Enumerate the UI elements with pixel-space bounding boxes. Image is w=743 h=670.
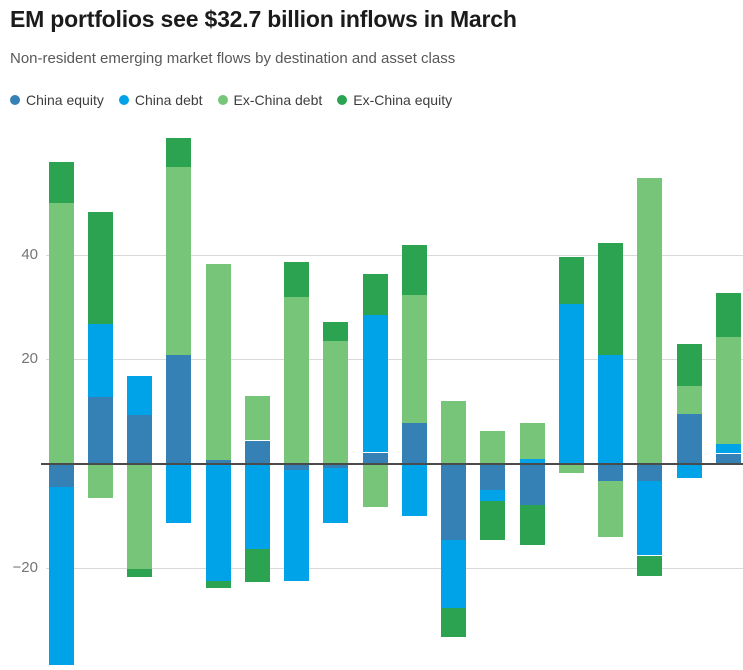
legend-item-exchina-debt: Ex-China debt xyxy=(217,92,323,108)
bar-segment-china-equity xyxy=(127,415,152,464)
bar-segment-exchina-equity xyxy=(245,548,270,582)
bar-segment-exchina-debt xyxy=(441,401,466,464)
bar-segment-exchina-debt xyxy=(88,463,113,498)
bar-segment-exchina-debt xyxy=(520,422,545,459)
bar-segment-exchina-equity xyxy=(677,344,702,386)
chart-title: EM portfolios see $32.7 billion inflows … xyxy=(10,6,517,32)
bar-segment-china-equity xyxy=(637,463,662,482)
bar-segment-china-debt xyxy=(127,376,152,416)
legend-label: Ex-China equity xyxy=(353,92,453,108)
bar-segment-china-debt xyxy=(363,314,388,453)
bar-segment-china-equity xyxy=(716,453,741,464)
legend-label: China equity xyxy=(26,92,104,108)
bar-segment-china-debt xyxy=(716,443,741,454)
bar-segment-china-debt xyxy=(88,324,113,398)
bar-segment-exchina-debt xyxy=(598,481,623,538)
bar-segment-exchina-debt xyxy=(323,340,348,464)
bar-segment-china-equity xyxy=(598,463,623,482)
legend-item-china-debt: China debt xyxy=(118,92,203,108)
bar-segment-china-debt xyxy=(402,463,427,517)
bar-segment-exchina-debt xyxy=(402,295,427,424)
bar-segment-china-debt xyxy=(245,463,270,549)
bar-segment-exchina-debt xyxy=(206,264,231,460)
bar-segment-china-equity xyxy=(520,463,545,506)
bar-segment-china-debt xyxy=(49,487,74,666)
bar-segment-exchina-equity xyxy=(559,256,584,304)
bar-segment-exchina-equity xyxy=(49,161,74,204)
bar-segment-china-equity xyxy=(441,463,466,541)
bar-segment-exchina-equity xyxy=(284,262,309,298)
bar-segment-china-debt xyxy=(677,463,702,478)
bar-segment-china-equity xyxy=(88,397,113,464)
bar-segment-exchina-debt xyxy=(49,203,74,464)
bar-segment-china-equity xyxy=(402,423,427,464)
bar-segment-exchina-debt xyxy=(677,385,702,415)
bar-segment-china-equity xyxy=(677,414,702,464)
legend-label: Ex-China debt xyxy=(233,92,323,108)
bar-segment-china-debt xyxy=(598,355,623,464)
gridline-y40 xyxy=(46,255,743,256)
legend-dot-icon xyxy=(217,95,228,105)
chart-subtitle: Non-resident emerging market flows by de… xyxy=(10,50,456,67)
bar-segment-china-equity xyxy=(323,463,348,468)
bar-segment-exchina-equity xyxy=(480,501,505,541)
legend-item-china-equity: China equity xyxy=(10,92,104,108)
bar-segment-exchina-debt xyxy=(245,395,270,441)
bar-segment-china-debt xyxy=(559,303,584,464)
bar-segment-china-debt xyxy=(637,481,662,556)
y-axis-tick-label: 40 xyxy=(21,246,38,263)
legend-dot-icon xyxy=(337,95,348,105)
bar-segment-exchina-debt xyxy=(480,430,505,464)
bar-segment-exchina-equity xyxy=(402,245,427,296)
bar-segment-exchina-equity xyxy=(206,580,231,589)
bar-segment-exchina-equity xyxy=(441,607,466,638)
bar-segment-china-equity xyxy=(206,459,231,464)
bar-segment-exchina-equity xyxy=(323,321,348,341)
gridline-y-20 xyxy=(46,568,743,569)
y-axis-tick-label: −20 xyxy=(12,559,38,576)
bar-segment-china-equity xyxy=(284,463,309,470)
bar-segment-exchina-debt xyxy=(716,337,741,444)
bar-segment-china-debt xyxy=(206,463,231,581)
y-axis-tick-label: 20 xyxy=(21,350,38,367)
bar-segment-exchina-equity xyxy=(716,293,741,338)
bar-segment-china-debt xyxy=(441,540,466,608)
bar-segment-china-debt xyxy=(520,458,545,464)
bar-segment-exchina-debt xyxy=(559,463,584,474)
bar-segment-china-equity xyxy=(363,452,388,464)
bar-segment-exchina-equity xyxy=(127,568,152,578)
bar-segment-exchina-equity xyxy=(88,211,113,324)
gridline-y20 xyxy=(46,359,743,360)
bar-segment-china-equity xyxy=(245,440,270,464)
bar-segment-exchina-equity xyxy=(637,555,662,577)
chart-legend: China equity China debt Ex-China debt Ex-Ch… xyxy=(10,92,452,108)
legend-dot-icon xyxy=(10,95,20,105)
legend-dot-icon xyxy=(118,95,129,105)
bar-segment-exchina-debt xyxy=(127,463,152,569)
bar-segment-china-debt xyxy=(166,463,191,523)
bar-segment-exchina-equity xyxy=(520,505,545,546)
bar-segment-exchina-equity xyxy=(166,138,191,168)
bar-segment-china-debt xyxy=(480,489,505,502)
bar-segment-exchina-debt xyxy=(637,177,662,464)
bar-segment-exchina-debt xyxy=(166,167,191,356)
bar-segment-exchina-equity xyxy=(598,242,623,356)
legend-label: China debt xyxy=(134,92,203,108)
bar-segment-china-debt xyxy=(284,469,309,581)
legend-item-exchina-equity: Ex-China equity xyxy=(337,92,452,108)
zero-axis-line xyxy=(41,463,743,465)
bar-segment-exchina-debt xyxy=(284,297,309,464)
bar-segment-exchina-debt xyxy=(363,463,388,508)
bar-segment-china-debt xyxy=(323,467,348,523)
bar-segment-china-equity xyxy=(49,463,74,487)
bar-segment-china-equity xyxy=(480,463,505,490)
bar-segment-china-equity xyxy=(166,355,191,464)
bar-segment-exchina-equity xyxy=(363,274,388,315)
